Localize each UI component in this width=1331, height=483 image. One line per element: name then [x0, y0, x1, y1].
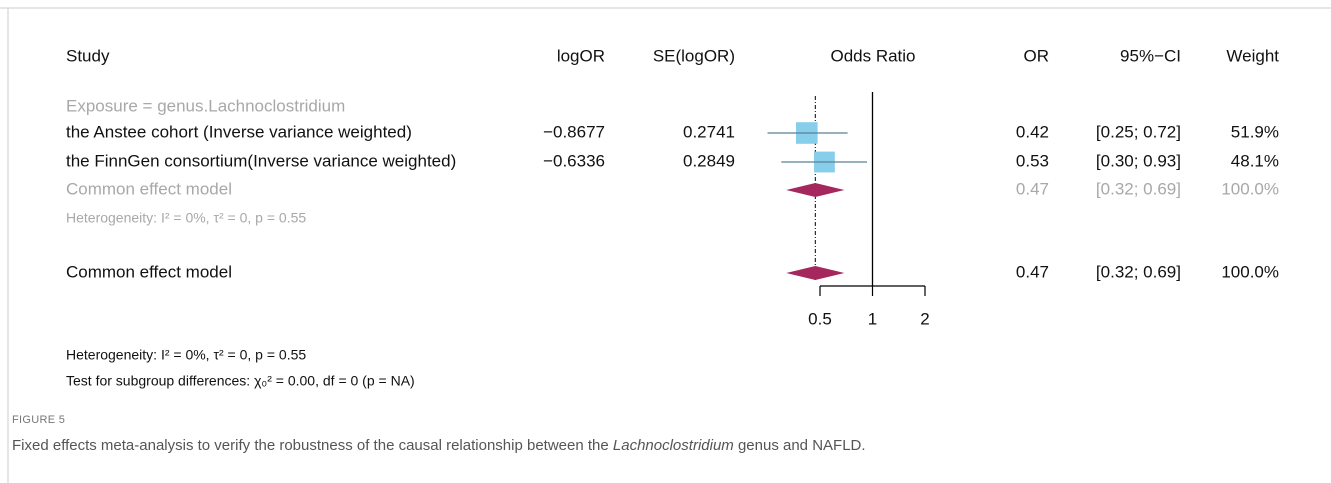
study-name: the FinnGen consortium(Inverse variance … [66, 151, 456, 170]
weight: 48.1% [1231, 151, 1279, 170]
log-or: −0.6336 [543, 151, 605, 170]
or: 0.47 [1016, 179, 1049, 198]
or: 0.53 [1016, 151, 1049, 170]
x-tick-label: 1 [868, 309, 877, 328]
pooled-diamond [786, 266, 845, 280]
caption: Fixed effects meta-analysis to verify th… [12, 437, 866, 454]
ci: [0.25; 0.72] [1096, 122, 1181, 141]
se: 0.2849 [683, 151, 735, 170]
subgroup-test: Test for subgroup differences: χ₀² = 0.0… [66, 373, 415, 389]
pooled-diamond [786, 183, 845, 197]
figure-label: FIGURE 5 [12, 414, 66, 426]
subgroup-heterogeneity: Heterogeneity: I² = 0%, τ² = 0, p = 0.55 [66, 210, 306, 226]
column-header: OR [1024, 46, 1050, 65]
se: 0.2741 [683, 122, 735, 141]
or: 0.47 [1016, 262, 1049, 281]
x-tick-label: 2 [920, 309, 929, 328]
heterogeneity: Heterogeneity: I² = 0%, τ² = 0, p = 0.55 [66, 347, 306, 363]
column-header: logOR [557, 46, 605, 65]
subgroup-label: Exposure = genus.Lachnoclostridium [66, 96, 345, 115]
weight: 51.9% [1231, 122, 1279, 141]
or: 0.42 [1016, 122, 1049, 141]
model-name: Common effect model [66, 262, 232, 281]
caption-text: Fixed effects meta-analysis to verify th… [12, 437, 613, 454]
caption-italic: Lachnoclostridium [612, 437, 734, 454]
model-name: Common effect model [66, 179, 232, 198]
column-header: Odds Ratio [830, 46, 915, 65]
weight: 100.0% [1221, 179, 1279, 198]
column-header: SE(logOR) [653, 46, 735, 65]
study-name: the Anstee cohort (Inverse variance weig… [66, 122, 412, 141]
caption-text: genus and NAFLD. [733, 437, 866, 454]
ci: [0.32; 0.69] [1096, 179, 1181, 198]
ci: [0.30; 0.93] [1096, 151, 1181, 170]
column-header: 95%−CI [1120, 46, 1181, 65]
column-header: Weight [1226, 46, 1279, 65]
ci: [0.32; 0.69] [1096, 262, 1181, 281]
x-tick-label: 0.5 [808, 309, 832, 328]
column-header: Study [66, 46, 110, 65]
log-or: −0.8677 [543, 122, 605, 141]
weight: 100.0% [1221, 262, 1279, 281]
